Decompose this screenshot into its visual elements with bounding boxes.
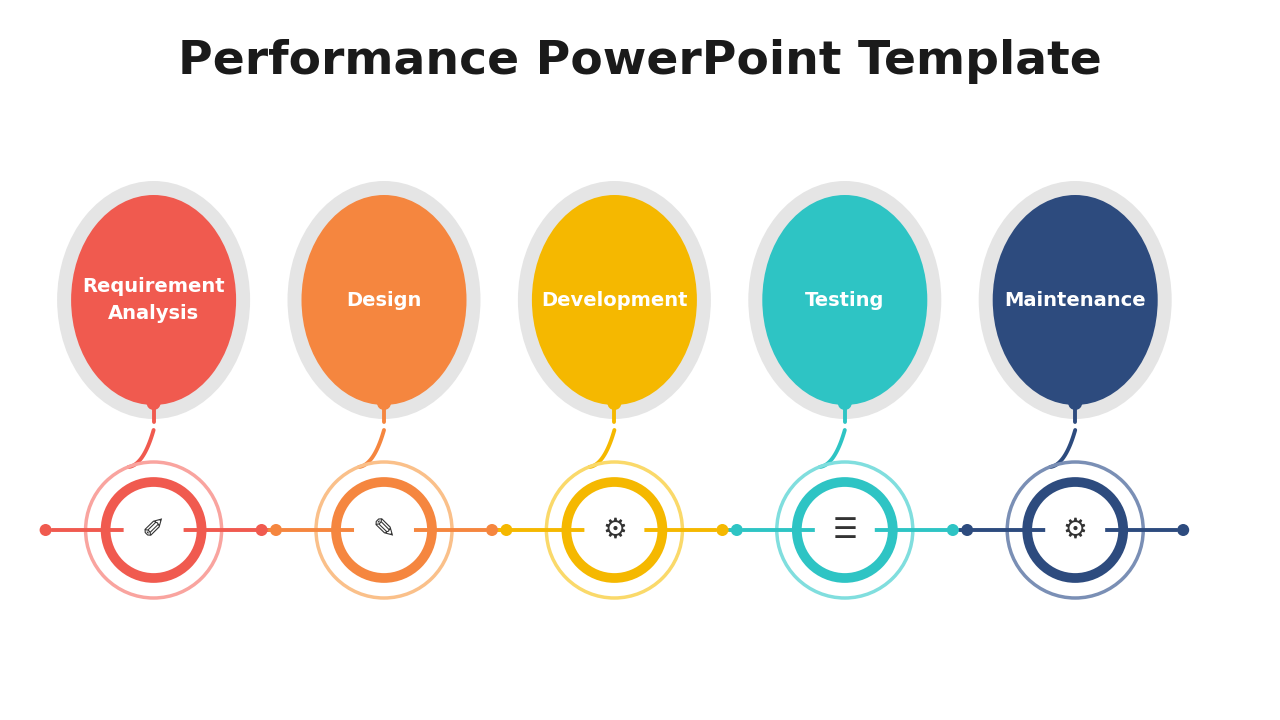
Circle shape — [147, 396, 160, 410]
Text: ⚙: ⚙ — [1062, 516, 1088, 544]
Circle shape — [378, 396, 390, 410]
Ellipse shape — [749, 181, 941, 419]
Circle shape — [717, 524, 728, 536]
Circle shape — [355, 500, 413, 560]
Ellipse shape — [763, 195, 927, 405]
Text: Performance PowerPoint Template: Performance PowerPoint Template — [178, 40, 1102, 84]
Text: Testing: Testing — [805, 290, 884, 310]
Circle shape — [731, 524, 742, 536]
Circle shape — [270, 524, 282, 536]
Circle shape — [124, 500, 183, 560]
Circle shape — [256, 524, 268, 536]
Ellipse shape — [288, 181, 480, 419]
Ellipse shape — [302, 195, 466, 405]
Text: Development: Development — [541, 290, 687, 310]
Text: ✐⁠⁠: ✐⁠⁠ — [142, 516, 165, 544]
Ellipse shape — [518, 181, 710, 419]
Text: Requirement
Analysis: Requirement Analysis — [82, 277, 225, 323]
Circle shape — [838, 396, 851, 410]
Text: ☰: ☰ — [832, 516, 858, 544]
Ellipse shape — [993, 195, 1157, 405]
Circle shape — [947, 524, 959, 536]
Ellipse shape — [979, 181, 1171, 419]
Text: ✎: ✎ — [372, 516, 396, 544]
Ellipse shape — [532, 195, 696, 405]
Circle shape — [815, 500, 874, 560]
Circle shape — [486, 524, 498, 536]
Circle shape — [1046, 500, 1105, 560]
Text: ⚙: ⚙ — [602, 516, 627, 544]
Circle shape — [961, 524, 973, 536]
Circle shape — [40, 524, 51, 536]
Circle shape — [608, 396, 621, 410]
Circle shape — [585, 500, 644, 560]
Circle shape — [1178, 524, 1189, 536]
Circle shape — [500, 524, 512, 536]
Text: Design: Design — [347, 290, 421, 310]
Ellipse shape — [58, 181, 250, 419]
Circle shape — [1069, 396, 1082, 410]
Ellipse shape — [72, 195, 236, 405]
Text: Maintenance: Maintenance — [1005, 290, 1146, 310]
